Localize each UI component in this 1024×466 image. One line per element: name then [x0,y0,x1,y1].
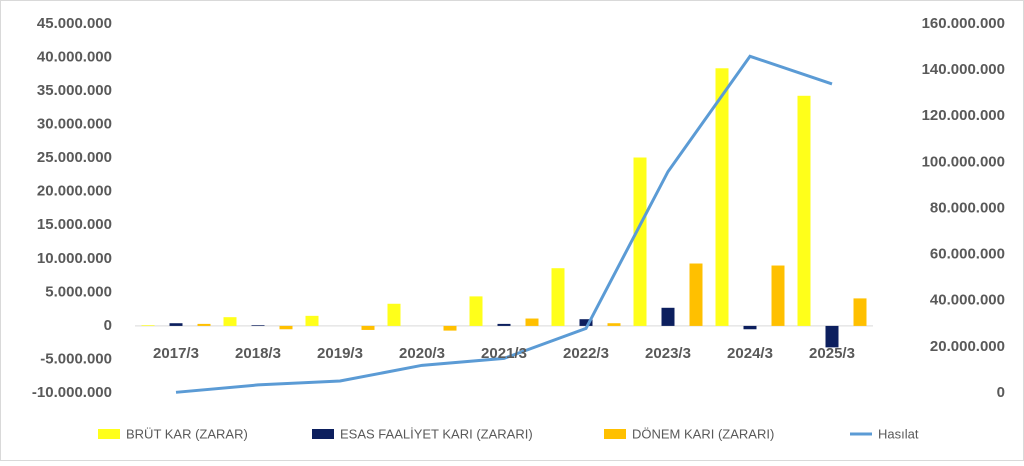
x-tick-label: 2019/3 [317,345,363,362]
bar [633,157,647,326]
y2-tick-label: 80.000.000 [930,199,1005,216]
legend-label: Hasılat [878,426,919,441]
x-tick-label: 2022/3 [563,345,609,362]
legend-marker [98,429,120,439]
y-tick-label: 45.000.000 [37,15,112,32]
y-tick-label: 15.000.000 [37,216,112,233]
y-tick-label: 10.000.000 [37,250,112,267]
y2-tick-label: 20.000.000 [930,338,1005,355]
x-tick-label: 2024/3 [727,345,773,362]
y-tick-label: 25.000.000 [37,149,112,166]
x-tick-label: 2021/3 [481,345,527,362]
y-tick-label: 20.000.000 [37,183,112,200]
legend-label: DÖNEM KARI (ZARARI) [632,426,774,441]
y2-tick-label: 160.000.000 [922,15,1005,32]
legend-label: ESAS FAALİYET KARI (ZARARI) [340,426,533,441]
bar [497,323,511,326]
bar [743,325,757,330]
bar [223,317,237,326]
bar [661,307,675,326]
y2-tick-label: 40.000.000 [930,292,1005,309]
bar [551,268,565,326]
y2-tick-label: 120.000.000 [922,107,1005,124]
y-tick-label: -10.000.000 [32,384,112,401]
bar [141,325,155,326]
bar [279,325,293,330]
bar [853,298,867,326]
bar [689,263,703,326]
y-tick-label: 35.000.000 [37,82,112,99]
bar [305,315,319,326]
bar [387,303,401,326]
y-tick-label: 40.000.000 [37,49,112,66]
y2-tick-label: 100.000.000 [922,153,1005,170]
bar [825,325,839,348]
legend-marker [604,429,626,439]
bar [169,323,183,326]
y-tick-label: 30.000.000 [37,116,112,133]
bar [579,319,593,326]
bar [607,323,621,326]
x-tick-label: 2018/3 [235,345,281,362]
x-tick-label: 2025/3 [809,345,855,362]
bar [797,95,811,326]
legend-marker [312,429,334,439]
y2-tick-label: 140.000.000 [922,61,1005,78]
bar [443,325,457,331]
y2-tick-label: 0 [997,384,1005,401]
bar [197,323,211,326]
bar [469,296,483,326]
bar [251,325,265,326]
x-tick-label: 2017/3 [153,345,199,362]
bar [525,318,539,326]
y-tick-label: 5.000.000 [45,283,112,300]
x-tick-label: 2020/3 [399,345,445,362]
bar [771,265,785,326]
legend-label: BRÜT KAR (ZARAR) [126,426,248,441]
y2-tick-label: 60.000.000 [930,246,1005,263]
bar [715,68,729,326]
y-tick-label: 0 [104,317,112,334]
bar [361,325,375,330]
x-tick-label: 2023/3 [645,345,691,362]
y-tick-label: -5.000.000 [40,350,112,367]
line [175,54,833,394]
